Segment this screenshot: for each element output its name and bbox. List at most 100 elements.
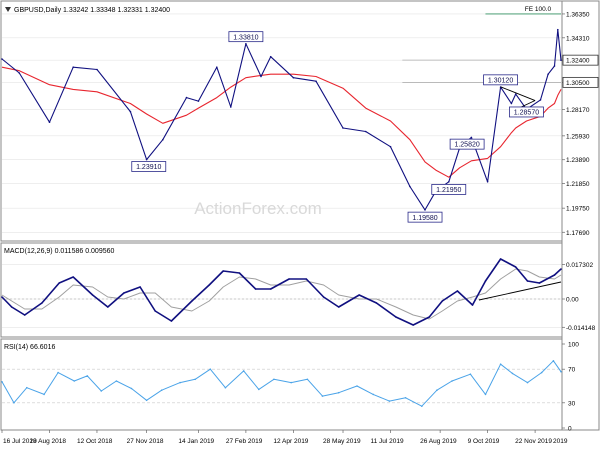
macd-point-21 (337, 306, 340, 308)
rsi-point-23 (356, 385, 358, 387)
rsi-tick-label-1: 70 (568, 367, 576, 374)
macd-point-14 (222, 270, 224, 272)
price-point-2 (48, 121, 51, 123)
rsi-point-11 (160, 389, 163, 392)
price-tick-label-9: 1.17690 (566, 230, 590, 237)
macd-point-8 (123, 292, 125, 294)
rsi-tick-label-0: 100 (568, 342, 579, 349)
price-point-1 (18, 72, 21, 74)
x-tick-label-5: 27 Feb 2019 (226, 438, 263, 445)
macd-panel-frame (0, 242, 563, 338)
annotation-label-0: 1.23910 (136, 164, 161, 171)
rsi-point-3 (43, 393, 45, 396)
macd-tick-label-1: 0.00 (566, 297, 579, 304)
macd-point-26 (428, 316, 431, 318)
x-tick-label-8: 11 Jul 2019 (370, 438, 404, 445)
rsi-point-33 (511, 372, 514, 375)
price-point-33 (553, 65, 556, 67)
price-level-box-2 (562, 76, 599, 88)
price-point-10 (216, 66, 218, 68)
price-point-20 (409, 185, 411, 188)
price-point-13 (260, 75, 262, 78)
annotation-box-1 (228, 31, 264, 43)
macd-point-9 (139, 286, 141, 288)
macd-point-17 (269, 288, 272, 290)
rsi-line (1, 360, 562, 407)
rsi-point-2 (26, 386, 28, 389)
price-point-14 (269, 55, 272, 58)
rsi-point-25 (388, 400, 391, 402)
rsi-point-24 (372, 393, 375, 396)
macd-point-30 (484, 280, 487, 282)
rsi-point-22 (337, 391, 340, 394)
macd-point-11 (170, 320, 173, 322)
macd-point-19 (305, 278, 308, 280)
annotation-box-3 (431, 184, 467, 195)
macd-point-7 (107, 306, 109, 308)
price-point-6 (145, 158, 148, 161)
rsi-point-15 (224, 386, 227, 389)
price-point-35 (560, 59, 562, 61)
annotation-box-2 (449, 138, 485, 150)
rsi-point-4 (57, 371, 59, 374)
grid-layer (2, 13, 561, 404)
price-point-4 (96, 68, 98, 71)
rsi-point-12 (179, 381, 181, 384)
price-point-29 (514, 93, 517, 95)
annotation-label-3: 1.21950 (436, 187, 461, 194)
annotation-label-1: 1.33810 (233, 34, 258, 41)
rsi-point-34 (526, 381, 529, 384)
price-point-15 (292, 76, 295, 79)
price-scale-frame (561, 0, 600, 431)
x-tick-label-11: 22 Nov 2019 (515, 438, 552, 445)
price-tick-label-5: 1.25930 (566, 133, 590, 140)
dropdown-triangle-icon[interactable] (5, 7, 11, 12)
macd-point-1 (10, 306, 13, 308)
price-tick-label-4: 1.28170 (566, 107, 590, 114)
macd-point-29 (471, 304, 474, 306)
price-point-32 (547, 73, 549, 75)
macd-point-35 (553, 274, 556, 276)
price-point-18 (364, 130, 367, 133)
price-point-0 (1, 58, 3, 60)
macd-point-22 (358, 294, 361, 296)
price-point-7 (162, 138, 164, 141)
rsi-point-37 (560, 370, 562, 373)
price-point-11 (230, 106, 232, 108)
rsi-point-17 (258, 388, 260, 391)
macd-point-16 (254, 288, 257, 290)
macd-panel-title: MACD(12,26,9) 0.011586 0.009560 (4, 248, 114, 255)
rsi-point-36 (552, 360, 555, 362)
macd-point-28 (456, 290, 459, 292)
macd-signal-line (1, 268, 562, 320)
rsi-point-14 (209, 368, 212, 371)
macd-point-24 (395, 316, 397, 318)
rsi-layer (1, 360, 562, 408)
rsi-tick-label-3: 0 (568, 426, 572, 433)
macd-point-3 (41, 302, 43, 304)
rsi-point-20 (306, 378, 309, 381)
price-point-31 (539, 99, 542, 101)
x-tick-label-3: 27 Nov 2018 (127, 438, 164, 445)
price-point-16 (315, 80, 317, 82)
x-tick-label-10: 9 Oct 2019 (468, 438, 500, 445)
x-tick-label-9: 26 Aug 2019 (420, 438, 457, 445)
macd-point-20 (322, 296, 325, 298)
price-point-8 (185, 96, 188, 99)
rsi-point-19 (290, 381, 293, 384)
rsi-point-18 (273, 378, 275, 381)
x-tick-label-2: 12 Oct 2018 (77, 438, 113, 445)
macd-line (1, 258, 562, 326)
rsi-point-9 (130, 387, 133, 390)
macd-point-6 (91, 294, 94, 296)
price-point-17 (342, 127, 344, 129)
rsi-point-7 (100, 390, 103, 392)
price-tick-label-7: 1.21850 (566, 181, 590, 188)
rsi-point-5 (73, 380, 76, 382)
price-tick-label-8: 1.19750 (566, 206, 590, 213)
price-point-23 (448, 181, 450, 183)
price-point-21 (424, 209, 426, 211)
price-point-19 (389, 145, 392, 148)
